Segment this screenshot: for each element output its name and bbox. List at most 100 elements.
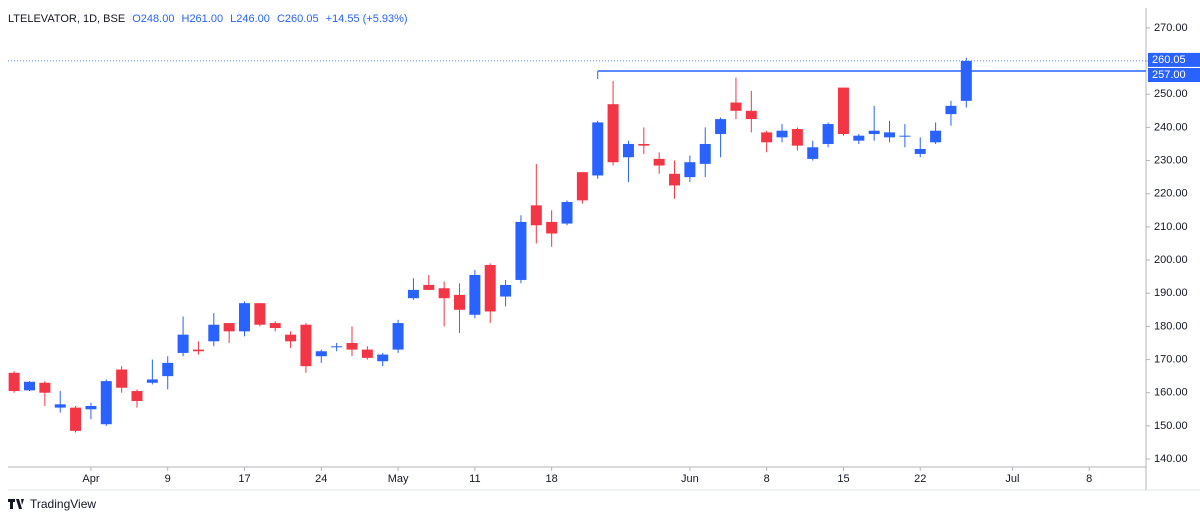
x-tick-label: 15 [837,473,849,485]
x-tick-label: Apr [82,473,99,485]
y-tick-label: 230.00 [1154,154,1188,166]
candle-body [530,205,542,226]
close: C260.05 [276,13,319,25]
low: L246.00 [230,13,270,25]
candle-body [684,162,696,178]
candle-body [438,288,450,299]
candle-body [653,158,665,166]
candle-body [315,351,327,357]
footer: TradingView [8,497,96,511]
candle-body [131,391,143,402]
candle-body [177,334,189,353]
candle-body [377,354,389,362]
y-tick-label: 200.00 [1154,254,1188,266]
candle-body [239,303,251,332]
candle-body [761,132,773,143]
y-tick-label: 170.00 [1154,353,1188,365]
candle-body [208,324,220,342]
y-tick-label: 160.00 [1154,387,1188,399]
candle-body [515,221,527,280]
open: O248.00 [132,13,175,25]
price-label-box [1148,52,1200,67]
candle-body [807,147,819,159]
candle-body [546,221,558,234]
candle-body [745,110,757,120]
candle-body [116,369,128,388]
x-tick-label: 9 [165,473,171,485]
y-tick-label: 180.00 [1154,320,1188,332]
change: +14.55 (+5.93%) [325,13,408,25]
x-tick-label: 24 [315,473,327,485]
header: LTELEVATOR, 1D, BSE O248.00 H261.00 L246… [8,13,408,25]
x-tick-label: 22 [914,473,926,485]
candle-body [54,404,66,408]
candle-body [70,407,82,431]
candle-body [300,324,312,367]
candle-body [484,265,496,312]
candle-body [592,122,604,176]
candle-body [607,104,619,163]
candle-body [822,124,834,144]
x-tick-label: 11 [469,473,480,485]
candle-body [8,372,20,392]
candle-body [945,105,957,115]
y-tick-label: 220.00 [1154,188,1188,200]
candle-body [561,202,573,224]
candle-body [331,346,343,348]
x-tick-label: 8 [1086,473,1092,485]
brand: TradingView [30,497,97,511]
y-tick-label: 140.00 [1154,453,1188,465]
candle-body [454,294,466,310]
candle-body [638,143,650,146]
candle-body [469,274,481,315]
candle-body [914,148,926,154]
candle-body [192,349,204,352]
candle-body [837,87,849,135]
symbol: LTELEVATOR, 1D, BSE [8,13,126,25]
x-tick-label: 8 [764,473,770,485]
y-tick-label: 240.00 [1154,121,1188,133]
candle-body [85,405,97,410]
high: H261.00 [181,13,224,25]
candle-body [285,334,297,342]
x-tick-label: Jul [1005,473,1019,485]
y-tick-label: 150.00 [1154,420,1188,432]
candle-body [622,143,634,158]
candle-body [423,284,435,290]
y-tick-label: 210.00 [1154,221,1188,233]
y-tick-label: 250.00 [1154,88,1188,100]
logo [8,499,24,509]
candle-body [162,362,174,377]
candle-body [899,135,911,137]
y-tick-label: 190.00 [1154,287,1188,299]
candle-body [269,323,281,329]
candle-body [715,119,727,135]
candle-body [930,130,942,143]
x-tick-label: Jun [681,473,699,485]
price-label-box [1148,68,1200,83]
x-tick-label: 17 [238,473,250,485]
candle-body [576,172,588,201]
candle-body [791,129,803,146]
candle-body [39,382,51,393]
candle-body [407,289,419,299]
x-tick-label: 18 [546,473,558,485]
candle-body [100,381,112,425]
candle-body [24,381,36,391]
candle-body [730,102,742,111]
candle-body [223,323,235,332]
candle-body [868,130,880,135]
candle-body [254,303,266,325]
price-label: 260.05 [1152,54,1186,66]
price-label: 257.00 [1152,69,1186,81]
x-tick-label: May [388,473,409,485]
candle-body [699,143,711,164]
candle-body [884,132,896,138]
candle-body [669,173,681,186]
candle-body [361,349,373,358]
candle-body [392,323,404,350]
candle-body [776,130,788,138]
candle-body [500,284,512,297]
